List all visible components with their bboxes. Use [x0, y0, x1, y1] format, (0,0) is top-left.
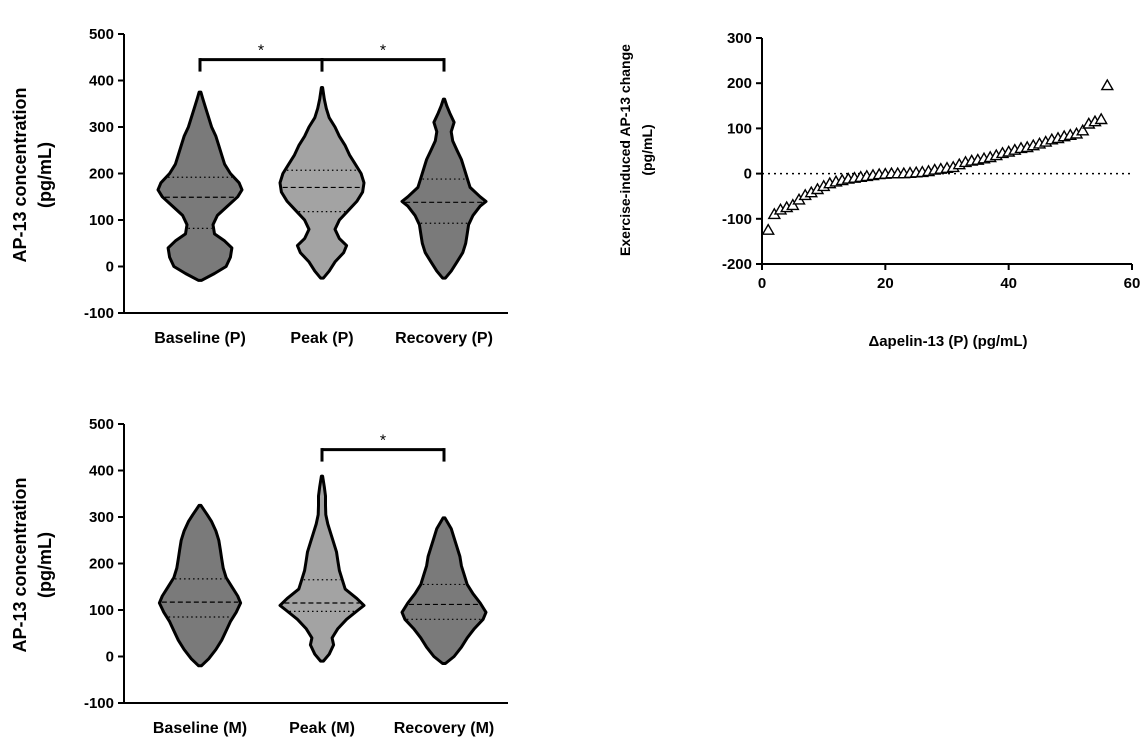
y-tick-label: -100	[84, 695, 114, 712]
y-tick-label: 300	[89, 509, 114, 526]
y-tick-label: 0	[106, 649, 114, 666]
y-axis-label-line2: (pg/mL)	[35, 532, 55, 598]
y-tick-label: 200	[89, 556, 114, 573]
significance-star: *	[258, 43, 264, 60]
y-tick-label: -200	[722, 256, 752, 273]
y-tick-label: 500	[89, 416, 114, 433]
y-tick-label: 500	[89, 26, 114, 43]
y-axis-label-line1: AP-13 concentration	[10, 87, 30, 262]
y-axis-label-line1: Exercise-induced AP-13 change	[617, 44, 633, 256]
y-tick-label: 300	[727, 30, 752, 47]
x-tick-label: 60	[1124, 275, 1141, 292]
x-tick-label: 40	[1000, 275, 1017, 292]
data-point	[1100, 78, 1115, 91]
x-tick-label: 20	[877, 275, 894, 292]
category-label: Peak (P)	[290, 330, 353, 347]
category-label: Recovery (P)	[395, 330, 493, 347]
category-label: Baseline (M)	[153, 720, 247, 737]
category-label: Recovery (M)	[394, 720, 494, 737]
y-tick-label: 0	[106, 259, 114, 276]
y-axis-label-line2: (pg/mL)	[35, 142, 55, 208]
violin-3	[400, 516, 488, 665]
y-tick-label: 400	[89, 463, 114, 480]
data-point	[1075, 123, 1090, 136]
y-tick-label: 200	[727, 75, 752, 92]
scatter-panel-apelin-change: Exercise-induced AP-13 change (pg/mL) Δa…	[617, 30, 1140, 350]
y-tick-label: 100	[89, 212, 114, 229]
violin-2	[278, 86, 366, 280]
significance-star: *	[380, 43, 386, 60]
x-axis-label: Δapelin-13 (P) (pg/mL)	[868, 333, 1027, 350]
y-tick-label: -100	[84, 305, 114, 322]
y-tick-label: 100	[89, 602, 114, 619]
data-point	[1094, 112, 1108, 125]
x-tick-label: 0	[758, 275, 766, 292]
violin-3	[400, 97, 488, 280]
y-tick-label: 400	[89, 73, 114, 90]
y-tick-label: 100	[727, 120, 752, 137]
violin-2	[278, 474, 366, 663]
category-label: Baseline (P)	[154, 330, 246, 347]
y-tick-label: 0	[744, 166, 752, 183]
y-axis-label-line2: (pg/mL)	[639, 124, 655, 175]
violin-1	[156, 90, 244, 282]
y-axis-label-line1: AP-13 concentration	[10, 477, 30, 652]
y-tick-label: 200	[89, 166, 114, 183]
y-tick-label: -100	[722, 211, 752, 228]
violin-1	[157, 503, 243, 668]
data-point	[761, 223, 775, 235]
y-tick-label: 300	[89, 119, 114, 136]
violin-panel-baseline-peak-recovery-p: AP-13 concentration (pg/mL) -100 0 100 200 3…	[10, 26, 508, 347]
significance-star: *	[380, 433, 386, 450]
category-label: Peak (M)	[289, 720, 355, 737]
violin-panel-baseline-peak-recovery-m: AP-13 concentration (pg/mL) -100 0 100 200 3…	[10, 416, 508, 737]
